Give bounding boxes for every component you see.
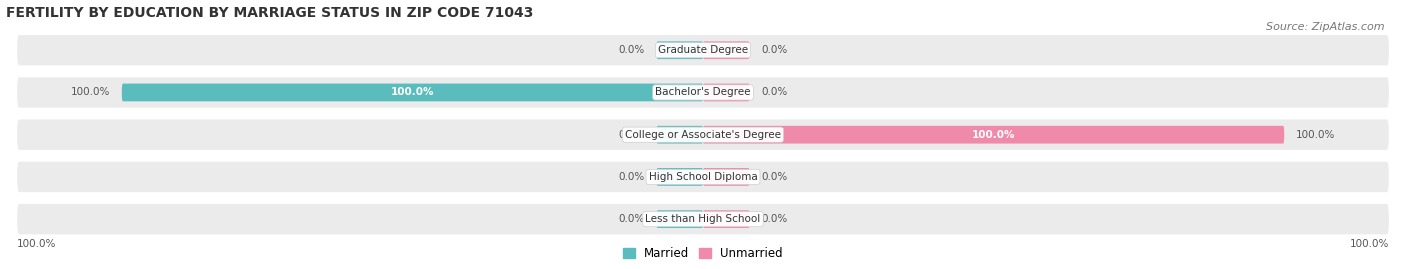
FancyBboxPatch shape [17, 77, 1389, 108]
Text: Graduate Degree: Graduate Degree [658, 45, 748, 55]
Text: Bachelor's Degree: Bachelor's Degree [655, 87, 751, 97]
Text: Less than High School: Less than High School [645, 214, 761, 224]
Text: 0.0%: 0.0% [761, 172, 787, 182]
Text: College or Associate's Degree: College or Associate's Degree [626, 130, 780, 140]
Text: FERTILITY BY EDUCATION BY MARRIAGE STATUS IN ZIP CODE 71043: FERTILITY BY EDUCATION BY MARRIAGE STATU… [6, 6, 533, 20]
Text: 0.0%: 0.0% [619, 130, 645, 140]
Text: 0.0%: 0.0% [619, 172, 645, 182]
FancyBboxPatch shape [17, 35, 1389, 65]
FancyBboxPatch shape [17, 204, 1389, 234]
Text: Source: ZipAtlas.com: Source: ZipAtlas.com [1267, 22, 1385, 31]
FancyBboxPatch shape [657, 126, 703, 144]
FancyBboxPatch shape [657, 41, 703, 59]
FancyBboxPatch shape [703, 210, 749, 228]
FancyBboxPatch shape [657, 168, 703, 186]
Text: 100.0%: 100.0% [972, 130, 1015, 140]
Text: 100.0%: 100.0% [1296, 130, 1336, 140]
Legend: Married, Unmarried: Married, Unmarried [619, 242, 787, 265]
Text: 100.0%: 100.0% [17, 239, 56, 249]
Text: 100.0%: 100.0% [70, 87, 110, 97]
FancyBboxPatch shape [17, 119, 1389, 150]
Text: 0.0%: 0.0% [619, 214, 645, 224]
FancyBboxPatch shape [122, 84, 703, 101]
Text: High School Diploma: High School Diploma [648, 172, 758, 182]
FancyBboxPatch shape [703, 41, 749, 59]
Text: 0.0%: 0.0% [761, 214, 787, 224]
FancyBboxPatch shape [703, 168, 749, 186]
Text: 0.0%: 0.0% [761, 45, 787, 55]
FancyBboxPatch shape [703, 84, 749, 101]
Text: 0.0%: 0.0% [761, 87, 787, 97]
Text: 100.0%: 100.0% [391, 87, 434, 97]
FancyBboxPatch shape [17, 162, 1389, 192]
Text: 0.0%: 0.0% [619, 45, 645, 55]
Text: 100.0%: 100.0% [1350, 239, 1389, 249]
FancyBboxPatch shape [703, 126, 1284, 144]
FancyBboxPatch shape [657, 210, 703, 228]
